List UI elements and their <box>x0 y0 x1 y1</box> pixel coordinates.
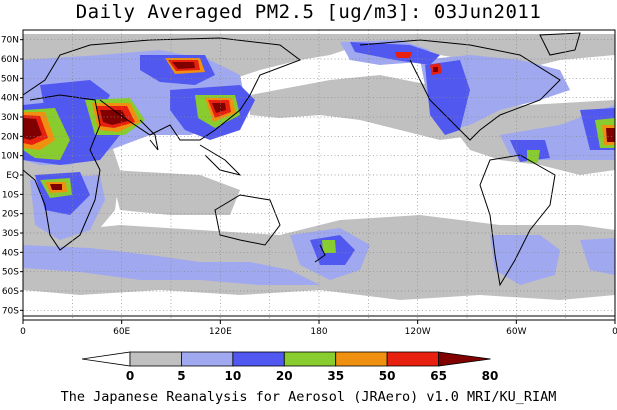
lat-tick-label: 60N <box>1 55 19 65</box>
dred-asia <box>172 62 195 69</box>
colorbar-label: 50 <box>379 369 396 383</box>
lat-tick-label: 50N <box>1 74 19 84</box>
gray-band-indian <box>110 170 240 215</box>
lblue-southatl <box>580 238 615 275</box>
coastlines <box>23 32 615 317</box>
green-spac <box>322 240 336 253</box>
lat-tick-label: 40S <box>2 248 19 258</box>
lat-tick-label: 30S <box>2 229 19 239</box>
lon-tick-label: 0 <box>20 327 26 337</box>
colorbar-segment <box>438 351 491 367</box>
coast-nz <box>314 244 326 263</box>
coast-africa <box>23 94 101 251</box>
coast-namerica <box>359 39 561 141</box>
red-arctic <box>395 52 412 58</box>
coast-australia <box>214 194 281 246</box>
colorbar-label: 35 <box>327 369 344 383</box>
lon-tick-label: 120W <box>405 327 431 337</box>
coast-samerica <box>479 154 556 287</box>
dred-china <box>212 103 226 113</box>
lon-tick-label: 180 <box>310 327 327 337</box>
lat-tick-label: 50S <box>2 268 19 278</box>
lat-tick-label: 20N <box>1 132 19 142</box>
map-grid <box>23 30 615 320</box>
colorbar-segment <box>129 351 182 367</box>
lon-tick-label: 120E <box>209 327 232 337</box>
coast-greenland <box>539 32 581 56</box>
dred-namerica <box>433 67 438 72</box>
colorbar-label: 80 <box>482 369 499 383</box>
green-carib <box>527 150 540 163</box>
lon-tick-label: 60E <box>113 327 130 337</box>
coast-india <box>139 119 159 151</box>
colorbar: 0 5 10 20 35 50 65 80 <box>81 351 499 383</box>
colorbar-label: 10 <box>225 369 242 383</box>
lat-tick-label: 30N <box>1 113 19 123</box>
lat-tick-label: 60S <box>2 287 19 297</box>
coast-eurasia <box>23 37 302 141</box>
lon-ticks: 0 60E 120E 180 120W 60W 0 <box>20 320 617 337</box>
colorbar-segment <box>386 351 439 367</box>
colorbar-segment <box>283 351 337 367</box>
lon-tick-label: 60W <box>506 327 526 337</box>
lon-tick-label: 0 <box>612 327 617 337</box>
lat-tick-label: 70N <box>1 36 19 46</box>
credit-line: The Japanese Reanalysis for Aerosol (JRA… <box>60 389 557 405</box>
colorbar-segment <box>81 351 131 367</box>
lblue-south-band <box>23 245 320 285</box>
colorbar-label: 5 <box>177 369 185 383</box>
dred-atlantic <box>606 128 615 142</box>
lat-tick-label: EQ <box>6 171 19 181</box>
pm25-field <box>23 30 615 320</box>
colorbar-label: 65 <box>430 369 447 383</box>
dred-mideast <box>100 110 128 125</box>
colorbar-segment <box>232 351 285 367</box>
lat-tick-label: 10N <box>1 152 19 162</box>
colorbar-label: 20 <box>276 369 293 383</box>
map-title: Daily Averaged PM2.5 [ug/m3]: 03Jun2011 <box>75 1 542 23</box>
lat-tick-label: 40N <box>1 94 19 104</box>
dred-sahara <box>23 118 42 140</box>
colorbar-segment <box>181 351 234 367</box>
lat-tick-label: 70S <box>2 306 19 316</box>
lat-tick-label: 10S <box>2 190 19 200</box>
colorbar-label: 0 <box>126 369 134 383</box>
dred-africa-s <box>50 184 62 190</box>
lat-tick-label: 20S <box>2 210 19 220</box>
colorbar-segment <box>335 351 388 367</box>
lat-ticks: 70N 60N 50N 40N 30N 20N 10N EQ 10S 20S 30S 40S 50S 60… <box>1 36 23 316</box>
